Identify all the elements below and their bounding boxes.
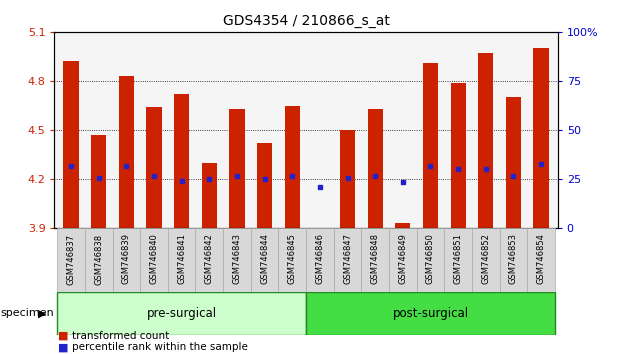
Bar (168, 228, 196, 292)
Bar (506, 97, 521, 228)
Text: post-surgical: post-surgical (392, 307, 469, 320)
Text: transformed count: transformed count (72, 331, 169, 341)
Bar (389, 228, 417, 292)
Bar (478, 53, 494, 228)
Text: ■: ■ (58, 342, 68, 352)
Bar (251, 228, 278, 292)
Bar (85, 228, 113, 292)
Text: GSM746849: GSM746849 (398, 233, 407, 284)
Bar (417, 228, 444, 292)
Text: percentile rank within the sample: percentile rank within the sample (72, 342, 247, 352)
Text: ■: ■ (58, 331, 68, 341)
Bar (57, 228, 85, 292)
Bar (533, 48, 549, 228)
Text: GSM746842: GSM746842 (205, 233, 214, 284)
Bar (423, 63, 438, 228)
Bar (229, 109, 245, 228)
Bar (202, 163, 217, 228)
Text: GSM746851: GSM746851 (454, 233, 463, 284)
Bar (472, 228, 499, 292)
Text: GSM746838: GSM746838 (94, 233, 103, 285)
Bar (285, 105, 300, 228)
Text: ▶: ▶ (38, 308, 47, 318)
Text: GSM746840: GSM746840 (149, 233, 158, 284)
Bar (306, 228, 334, 292)
Text: pre-surgical: pre-surgical (147, 307, 217, 320)
Text: specimen: specimen (1, 308, 54, 318)
Bar (444, 228, 472, 292)
Bar (223, 228, 251, 292)
Text: GSM746845: GSM746845 (288, 233, 297, 284)
Bar (340, 130, 355, 228)
Text: GDS4354 / 210866_s_at: GDS4354 / 210866_s_at (222, 14, 390, 28)
Bar (196, 228, 223, 292)
Bar (140, 228, 168, 292)
Bar (63, 61, 79, 228)
Bar (306, 292, 555, 335)
Bar (174, 94, 189, 228)
Text: GSM746850: GSM746850 (426, 233, 435, 284)
Bar (499, 228, 528, 292)
Text: GSM746853: GSM746853 (509, 233, 518, 284)
Bar (367, 109, 383, 228)
Bar (528, 228, 555, 292)
Bar (113, 228, 140, 292)
Bar (334, 228, 362, 292)
Bar (395, 223, 410, 228)
Text: GSM746846: GSM746846 (315, 233, 324, 284)
Bar (91, 135, 106, 228)
Text: GSM746839: GSM746839 (122, 233, 131, 284)
Text: GSM746848: GSM746848 (370, 233, 379, 284)
Bar (278, 228, 306, 292)
Bar (451, 82, 466, 228)
Text: GSM746852: GSM746852 (481, 233, 490, 284)
Text: GSM746844: GSM746844 (260, 233, 269, 284)
Text: GSM746841: GSM746841 (177, 233, 186, 284)
Bar (362, 228, 389, 292)
Text: GSM746837: GSM746837 (67, 233, 76, 285)
Text: GSM746843: GSM746843 (233, 233, 242, 284)
Bar (57, 292, 306, 335)
Bar (257, 143, 272, 228)
Bar (146, 107, 162, 228)
Bar (119, 76, 134, 228)
Text: GSM746847: GSM746847 (343, 233, 352, 284)
Text: GSM746854: GSM746854 (537, 233, 545, 284)
